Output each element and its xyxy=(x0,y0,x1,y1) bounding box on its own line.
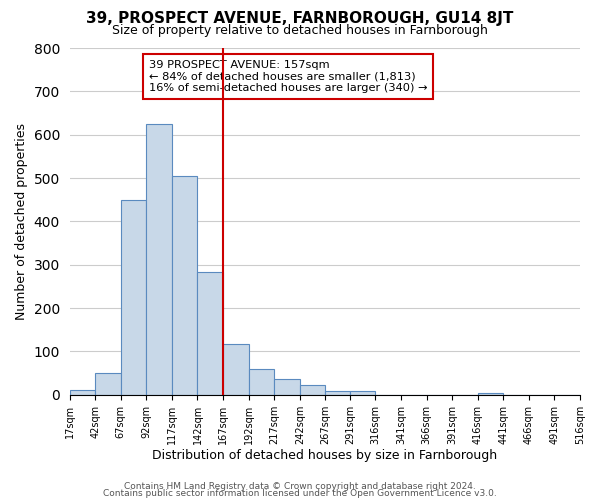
Bar xyxy=(146,124,172,395)
Y-axis label: Number of detached properties: Number of detached properties xyxy=(15,123,28,320)
Text: 39, PROSPECT AVENUE, FARNBOROUGH, GU14 8JT: 39, PROSPECT AVENUE, FARNBOROUGH, GU14 8… xyxy=(86,11,514,26)
Bar xyxy=(350,392,376,395)
Bar xyxy=(248,369,274,395)
Text: Size of property relative to detached houses in Farnborough: Size of property relative to detached ho… xyxy=(112,24,488,37)
Bar xyxy=(172,176,197,395)
Bar xyxy=(274,379,300,395)
Bar xyxy=(197,272,223,395)
Text: Contains HM Land Registry data © Crown copyright and database right 2024.: Contains HM Land Registry data © Crown c… xyxy=(124,482,476,491)
Bar xyxy=(300,386,325,395)
Bar xyxy=(95,373,121,395)
Bar xyxy=(478,392,503,395)
Bar xyxy=(223,344,248,395)
Bar xyxy=(70,390,95,395)
Bar xyxy=(325,392,350,395)
Text: 39 PROSPECT AVENUE: 157sqm
← 84% of detached houses are smaller (1,813)
16% of s: 39 PROSPECT AVENUE: 157sqm ← 84% of deta… xyxy=(149,60,427,94)
X-axis label: Distribution of detached houses by size in Farnborough: Distribution of detached houses by size … xyxy=(152,450,497,462)
Text: Contains public sector information licensed under the Open Government Licence v3: Contains public sector information licen… xyxy=(103,489,497,498)
Bar xyxy=(121,200,146,395)
